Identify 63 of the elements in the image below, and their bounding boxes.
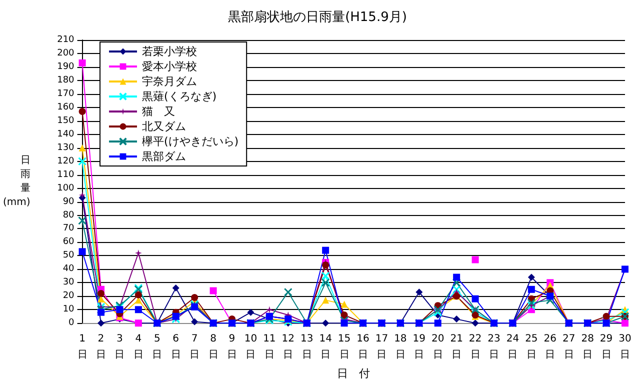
x-tick-label: 14 日 xyxy=(319,334,332,361)
legend-label: 黒部ダム xyxy=(142,150,186,163)
y-tick-label: 140 xyxy=(57,129,75,140)
y-tick-label: 80 xyxy=(62,210,75,220)
y-tick-label: 40 xyxy=(62,264,75,274)
x-axis-title: 日 付 xyxy=(337,367,370,380)
legend-label: 若栗小学校 xyxy=(142,45,197,58)
y-tick-label: 70 xyxy=(62,224,75,234)
legend-label: 愛本小学校 xyxy=(142,60,197,73)
x-tick-label: 22 日 xyxy=(468,334,482,361)
y-tick-label: 110 xyxy=(57,170,75,180)
legend-label: 猫 又 xyxy=(142,105,175,118)
x-tick-label: 28 日 xyxy=(581,334,594,361)
y-tick-label: 180 xyxy=(57,75,75,86)
x-tick-label: 27 日 xyxy=(562,334,576,361)
x-tick-label: 19 日 xyxy=(412,334,426,361)
y-tick-label: 20 xyxy=(62,291,75,302)
x-tick-label: 4 日 xyxy=(133,334,144,361)
x-tick-label: 29 日 xyxy=(600,334,613,361)
x-tick-label: 6 日 xyxy=(170,334,181,361)
x-tick-label: 8 日 xyxy=(208,334,218,361)
y-tick-label: 90 xyxy=(62,196,75,207)
y-tick-label: 200 xyxy=(57,48,75,58)
x-tick-label: 15 日 xyxy=(338,334,351,361)
x-tick-label: 12 日 xyxy=(282,334,295,361)
y-tick-label: 60 xyxy=(62,237,75,248)
x-tick-label: 10 日 xyxy=(244,334,258,361)
legend-label: 北又ダム xyxy=(142,120,186,133)
y-tick-label: 0 xyxy=(68,318,75,328)
x-tick-label: 30 日 xyxy=(618,334,632,361)
y-tick-label: 160 xyxy=(57,102,75,112)
y-tick-label: 10 xyxy=(62,304,75,315)
x-tick-label: 13 日 xyxy=(300,334,314,361)
x-tick-label: 26 日 xyxy=(544,334,557,361)
x-tick-label: 9 日 xyxy=(227,334,237,361)
y-tick-label: 130 xyxy=(57,142,75,153)
x-tick-label: 2 日 xyxy=(96,334,106,361)
x-tick-label: 3 日 xyxy=(114,334,125,361)
legend-label: 宇奈月ダム xyxy=(142,75,197,88)
y-tick-label: 210 xyxy=(57,35,75,45)
x-tick-label: 21 日 xyxy=(450,334,463,361)
y-tick-label: 150 xyxy=(57,116,75,126)
x-tick-label: 17 日 xyxy=(375,334,388,361)
legend-label: 欅平(けやきだいら) xyxy=(142,135,239,148)
chart-title: 黒部扇状地の日雨量(H15.9月) xyxy=(228,9,407,25)
y-tick-label: 170 xyxy=(57,88,75,99)
x-tick-label: 5 日 xyxy=(152,334,162,361)
x-tick-label: 18 日 xyxy=(394,334,407,361)
y-tick-label: 100 xyxy=(57,183,75,194)
legend-label: 黒薙(くろなぎ) xyxy=(142,90,217,103)
y-tick-label: 190 xyxy=(57,62,75,72)
x-tick-label: 23 日 xyxy=(488,334,500,361)
x-tick-label: 16 日 xyxy=(356,334,370,361)
y-tick-label: 120 xyxy=(57,156,75,166)
x-tick-label: 1 日 xyxy=(77,334,88,361)
y-tick-label: 50 xyxy=(62,250,75,261)
x-tick-label: 7 日 xyxy=(190,334,200,361)
x-tick-label: 20 日 xyxy=(431,334,444,361)
y-axis-title: 日雨量(mm) xyxy=(2,155,30,208)
x-tick-label: 24 日 xyxy=(506,334,520,361)
x-tick-label: 25 日 xyxy=(525,334,538,361)
x-tick-label: 11 日 xyxy=(263,334,276,361)
y-tick-label: 30 xyxy=(62,278,75,288)
